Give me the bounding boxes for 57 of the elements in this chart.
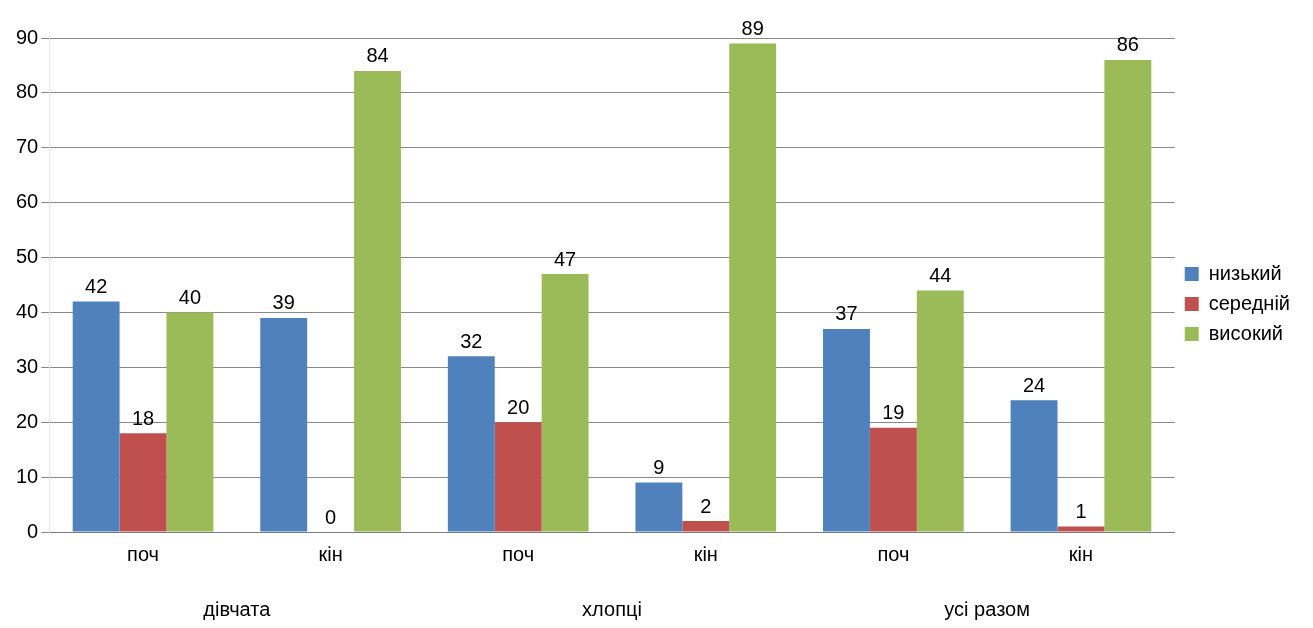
bar xyxy=(494,422,542,532)
bar xyxy=(166,312,214,532)
legend-label: середній xyxy=(1208,291,1291,314)
legend-label: низький xyxy=(1208,261,1282,284)
data-label: 2 xyxy=(700,494,712,517)
text: дівчата xyxy=(203,597,272,620)
text: хлопці xyxy=(582,597,642,620)
x-tick-label: кін xyxy=(693,542,718,565)
data-label: 19 xyxy=(882,401,905,424)
y-tick-label: 70 xyxy=(16,135,39,158)
y-tick-label: 0 xyxy=(27,519,39,542)
data-label: 9 xyxy=(653,456,665,479)
y-tick-label: 60 xyxy=(16,190,39,213)
bar xyxy=(447,356,495,532)
bar xyxy=(682,521,730,532)
bar xyxy=(260,317,308,532)
data-label: 1 xyxy=(1075,500,1087,523)
data-label: 32 xyxy=(460,329,483,352)
data-label: 0 xyxy=(325,505,337,528)
x-tick-label: кін xyxy=(318,542,343,565)
y-tick-label: 90 xyxy=(16,25,39,48)
y-tick-label: 40 xyxy=(16,299,39,322)
x-tick-label: поч xyxy=(502,542,535,565)
data-label: 39 xyxy=(272,291,295,314)
data-label: 86 xyxy=(1116,33,1139,56)
data-label: 18 xyxy=(131,406,155,429)
bar xyxy=(1010,400,1058,532)
text: усі разом xyxy=(944,597,1030,620)
bar xyxy=(869,427,917,532)
y-tick-label: 80 xyxy=(16,80,39,103)
bar xyxy=(72,301,120,532)
data-label: 44 xyxy=(929,264,952,286)
data-label: 37 xyxy=(835,302,858,325)
x-tick-label: поч xyxy=(127,542,160,565)
data-label: 47 xyxy=(553,247,577,270)
bar xyxy=(119,433,167,532)
bar xyxy=(541,274,589,532)
bar xyxy=(354,70,401,532)
bar xyxy=(729,43,777,532)
data-label: 40 xyxy=(178,285,202,308)
data-label: 20 xyxy=(507,395,530,418)
bar xyxy=(1057,526,1105,532)
bar xyxy=(916,290,964,532)
y-tick-label: 30 xyxy=(16,354,39,377)
bar xyxy=(823,328,870,532)
data-label: 89 xyxy=(741,17,764,39)
bar xyxy=(1104,59,1152,532)
data-label: 84 xyxy=(366,44,389,67)
data-label: 24 xyxy=(1022,373,1046,396)
y-tick-label: 20 xyxy=(16,409,39,432)
x-tick-label: поч xyxy=(877,542,910,565)
data-label: 42 xyxy=(85,274,108,297)
legend-label: високий xyxy=(1208,321,1283,344)
y-tick-label: 50 xyxy=(16,245,39,268)
y-tick-label: 10 xyxy=(16,464,39,487)
x-tick-label: кін xyxy=(1068,542,1094,565)
bar xyxy=(635,482,683,532)
